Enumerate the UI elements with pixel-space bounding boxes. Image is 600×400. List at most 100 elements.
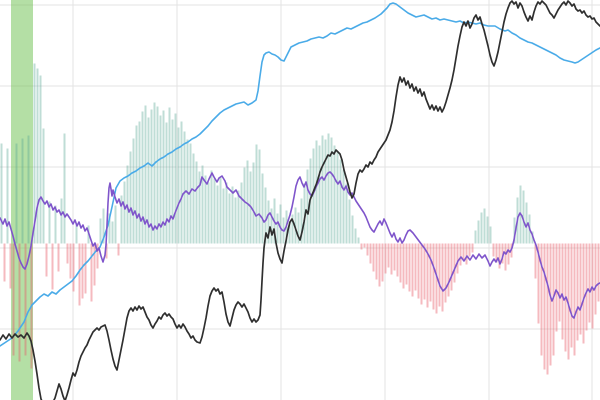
histogram-bar-positive (147, 117, 150, 244)
histogram-bar-positive (162, 110, 165, 244)
histogram-bar-positive (270, 208, 273, 244)
histogram-bar-positive (354, 228, 357, 244)
histogram-bar-positive (111, 221, 114, 244)
histogram-bar-negative (399, 243, 402, 283)
histogram-bar-positive (240, 182, 243, 244)
histogram-bar-positive (123, 181, 126, 244)
histogram-bar-negative (594, 243, 597, 315)
histogram-bar-positive (237, 190, 240, 244)
histogram-bar-positive (522, 190, 525, 244)
histogram-bar-negative (582, 243, 585, 344)
histogram-bar-positive (258, 149, 261, 244)
histogram-bar-positive (138, 121, 141, 244)
histogram-bar-positive (0, 143, 3, 244)
histogram-bar-negative (366, 243, 369, 256)
histogram-bar-positive (222, 188, 225, 244)
histogram-bar-positive (219, 176, 222, 244)
histogram-bar-positive (525, 202, 528, 244)
histogram-bar-positive (252, 162, 255, 244)
histogram-bar-negative (84, 243, 87, 294)
histogram-bar-positive (6, 148, 9, 244)
histogram-bar-positive (114, 205, 117, 244)
histogram-bar-positive (183, 131, 186, 244)
histogram-bar-negative (534, 243, 537, 279)
histogram-bar-negative (450, 243, 453, 291)
histogram-bar-positive (246, 160, 249, 244)
histogram-bar-negative (567, 243, 570, 360)
histogram-bar-positive (276, 213, 279, 244)
histogram-bar-negative (57, 243, 60, 272)
histogram-bar-negative (411, 243, 414, 297)
histogram-bar-positive (261, 173, 264, 244)
histogram-bar-positive (210, 170, 213, 244)
histogram-bar-positive (339, 159, 342, 244)
histogram-bar-negative (66, 243, 69, 264)
histogram-bar-negative (417, 243, 420, 299)
histogram-bar-negative (435, 243, 438, 314)
histogram-bar-positive (177, 127, 180, 244)
histogram-bar-positive (300, 198, 303, 244)
histogram-bar-negative (585, 243, 588, 331)
histogram-bar-positive (75, 223, 78, 244)
histogram-bar-positive (267, 200, 270, 244)
histogram-bar-positive (189, 143, 192, 244)
histogram-bar-negative (543, 243, 546, 370)
histogram-bar-negative (117, 243, 120, 256)
histogram-bar-negative (96, 243, 99, 269)
histogram-bar-negative (387, 243, 390, 268)
purple-line-series (0, 171, 600, 319)
histogram-bar-negative (447, 243, 450, 297)
histogram-bar-negative (420, 243, 423, 305)
histogram-bar-positive (144, 105, 147, 244)
histogram-bar-negative (546, 243, 549, 375)
histogram-bar-positive (129, 151, 132, 244)
histogram-bar-negative (396, 243, 399, 277)
histogram-bar-negative (456, 243, 459, 274)
histogram-bar-negative (438, 243, 441, 307)
histogram-bar-positive (228, 193, 231, 244)
histogram-bar-negative (9, 243, 12, 289)
histogram-bar-positive (291, 214, 294, 244)
histogram-bar-negative (588, 243, 591, 323)
histogram-bar-negative (462, 243, 465, 260)
histogram-bar-negative (459, 243, 462, 266)
histogram-bar-positive (474, 230, 477, 244)
histogram-bar-negative (471, 243, 474, 253)
histogram-bar-negative (444, 243, 447, 303)
histogram-bar-positive (21, 138, 24, 244)
histogram-bar-negative (72, 243, 75, 292)
histogram-bar-positive (204, 175, 207, 244)
histogram-bar-positive (198, 171, 201, 244)
histogram-bar-negative (423, 243, 426, 300)
histogram-bar-positive (303, 183, 306, 244)
histogram-bar-positive (357, 237, 360, 244)
blue-line-series (0, 2, 600, 347)
histogram-bar-negative (393, 243, 396, 271)
histogram-bar-positive (132, 138, 135, 244)
histogram-bar-negative (363, 243, 366, 248)
histogram-bar-negative (501, 243, 504, 264)
histogram-bar-positive (150, 109, 153, 244)
histogram-bar-negative (498, 243, 501, 269)
histogram-bar-positive (243, 167, 246, 244)
histogram-bar-positive (327, 133, 330, 244)
histogram-bar-negative (558, 243, 561, 322)
histogram-bar-negative (552, 243, 555, 356)
histogram-bar-negative (549, 243, 552, 366)
histogram-bar-positive (345, 183, 348, 244)
histogram-bar-positive (234, 197, 237, 244)
histogram-bar-positive (213, 178, 216, 244)
histogram-bar-positive (141, 111, 144, 244)
histogram-bar-negative (573, 243, 576, 356)
histogram-bar-positive (477, 220, 480, 244)
histogram-bar-negative (69, 243, 72, 279)
histogram-bar-positive (264, 187, 267, 244)
histogram-bar-negative (3, 243, 6, 282)
histogram-bar-negative (591, 243, 594, 329)
histogram-bar-negative (402, 243, 405, 289)
histogram-bar-negative (504, 243, 507, 271)
